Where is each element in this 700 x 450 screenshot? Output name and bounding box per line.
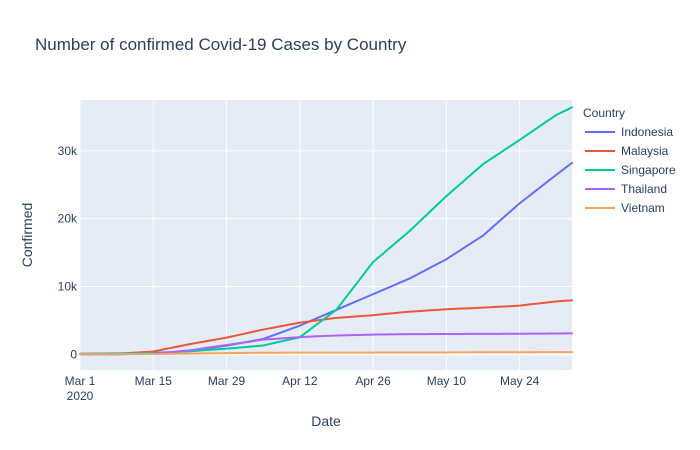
- legend: Country Indonesia Malaysia Singapore Thaila…: [583, 106, 676, 215]
- y-tick-label: 10k: [58, 280, 78, 294]
- plot-area: [80, 100, 572, 370]
- series-line-malaysia: [79, 299, 573, 356]
- legend-label: Thailand: [621, 182, 667, 196]
- x-axis-title: Date: [311, 413, 341, 429]
- legend-item-singapore[interactable]: Singapore: [585, 163, 676, 177]
- x-tick-label: Mar 29: [208, 374, 246, 388]
- x-tick-sublabel: 2020: [67, 389, 94, 403]
- legend-item-thailand[interactable]: Thailand: [585, 182, 667, 196]
- legend-item-malaysia[interactable]: Malaysia: [585, 144, 669, 158]
- y-axis-ticks: 0 10k 20k 30k: [58, 144, 78, 362]
- legend-item-indonesia[interactable]: Indonesia: [585, 125, 673, 139]
- legend-label: Singapore: [621, 163, 676, 177]
- x-tick-label: May 10: [427, 374, 467, 388]
- series-lines: [79, 106, 573, 356]
- x-tick-label: Apr 12: [282, 374, 318, 388]
- x-tick-label: Mar 1: [65, 374, 96, 388]
- gridlines: [79, 100, 572, 370]
- legend-title: Country: [583, 106, 625, 120]
- chart-title: Number of confirmed Covid-19 Cases by Co…: [35, 35, 407, 54]
- legend-label: Indonesia: [621, 125, 673, 139]
- series-line-vietnam: [79, 351, 573, 356]
- x-tick-label: Mar 15: [135, 374, 173, 388]
- y-tick-label: 30k: [58, 144, 78, 158]
- y-axis-title: Confirmed: [19, 203, 35, 268]
- x-tick-label: Apr 26: [355, 374, 391, 388]
- legend-label: Malaysia: [621, 144, 669, 158]
- x-tick-label: May 24: [500, 374, 540, 388]
- y-tick-label: 20k: [58, 212, 78, 226]
- series-line-thailand: [79, 332, 573, 356]
- y-tick-label: 0: [70, 347, 77, 361]
- legend-label: Vietnam: [621, 201, 665, 215]
- legend-item-vietnam[interactable]: Vietnam: [585, 201, 665, 215]
